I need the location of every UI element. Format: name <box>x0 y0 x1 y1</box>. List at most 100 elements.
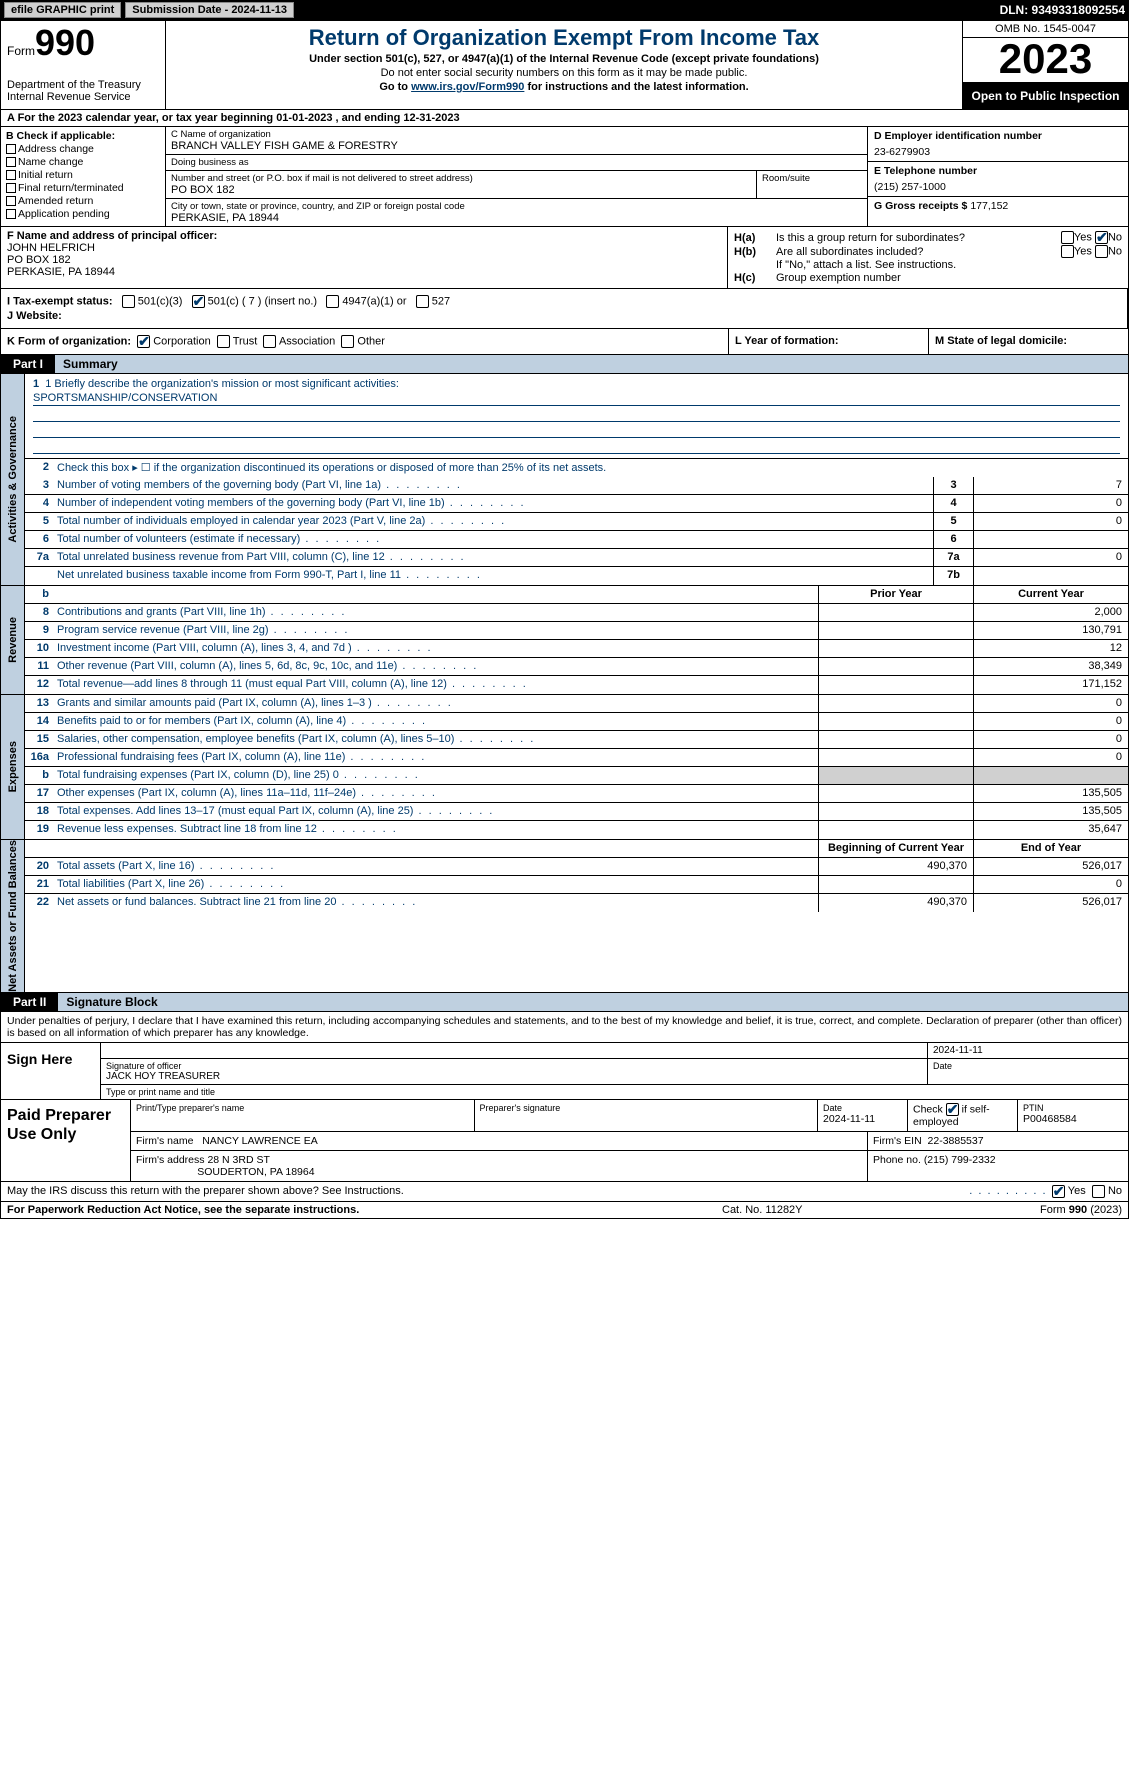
data-line: 16aProfessional fundraising fees (Part I… <box>25 749 1128 767</box>
form-of-org: K Form of organization: Corporation Trus… <box>7 335 728 348</box>
hb-no[interactable] <box>1095 245 1108 258</box>
irs-link[interactable]: www.irs.gov/Form990 <box>411 81 524 93</box>
chk-corp[interactable] <box>137 335 150 348</box>
form-label: Form <box>7 44 35 58</box>
tax-year: 2023 <box>963 38 1128 83</box>
submission-button[interactable]: Submission Date - 2024-11-13 <box>125 2 294 18</box>
part1-title: Summary <box>55 355 1128 373</box>
hc-label: H(c) <box>734 272 776 284</box>
hb-label: H(b) <box>734 246 776 258</box>
cat-no: Cat. No. 11282Y <box>722 1204 922 1216</box>
current-year-hdr: Current Year <box>973 586 1128 603</box>
may-irs-discuss: May the IRS discuss this return with the… <box>0 1182 1129 1202</box>
row-a-tax-year: A For the 2023 calendar year, or tax yea… <box>0 110 1129 127</box>
na-header-row: Beginning of Current Year End of Year <box>25 840 1128 858</box>
paid-preparer: Paid Preparer Use Only Print/Type prepar… <box>1 1099 1128 1181</box>
header-left: Form990 Department of the Treasury Inter… <box>1 21 166 109</box>
sig-date: 2024-11-11 <box>928 1043 1128 1058</box>
page-footer: For Paperwork Reduction Act Notice, see … <box>0 1202 1129 1219</box>
part2-tab: Part II <box>1 993 58 1011</box>
col-h-group: H(a) Is this a group return for subordin… <box>728 227 1128 288</box>
ha-label: H(a) <box>734 232 776 244</box>
sig-date-label: Date <box>928 1059 1128 1084</box>
data-line: 12Total revenue—add lines 8 through 11 (… <box>25 676 1128 694</box>
sign-here-label: Sign Here <box>1 1043 101 1099</box>
data-line: 19Revenue less expenses. Subtract line 1… <box>25 821 1128 839</box>
gov-line: 3Number of voting members of the governi… <box>25 477 1128 495</box>
may-irs-no[interactable] <box>1092 1185 1105 1198</box>
chk-trust[interactable] <box>217 335 230 348</box>
ha-text: Is this a group return for subordinates? <box>776 232 1061 244</box>
sig-declaration: Under penalties of perjury, I declare th… <box>1 1012 1128 1043</box>
prior-year-hdr: Prior Year <box>818 586 973 603</box>
hb-note: If "No," attach a list. See instructions… <box>776 259 1122 271</box>
data-line: 13Grants and similar amounts paid (Part … <box>25 695 1128 713</box>
data-line: 22Net assets or fund balances. Subtract … <box>25 894 1128 912</box>
header-right: OMB No. 1545-0047 2023 Open to Public In… <box>963 21 1128 109</box>
chk-527[interactable] <box>416 295 429 308</box>
col-d-ids: D Employer identification number 23-6279… <box>868 127 1128 226</box>
chk-self-employed[interactable] <box>946 1103 959 1116</box>
addr-label: Number and street (or P.O. box if mail i… <box>171 173 751 184</box>
data-line: 10Investment income (Part VIII, column (… <box>25 640 1128 658</box>
data-line: 20Total assets (Part X, line 16)490,3705… <box>25 858 1128 876</box>
data-line: 8Contributions and grants (Part VIII, li… <box>25 604 1128 622</box>
ein-value: 23-6279903 <box>874 146 1122 158</box>
org-name: BRANCH VALLEY FISH GAME & FORESTRY <box>171 140 862 152</box>
gov-section: Activities & Governance 1 1 Briefly desc… <box>0 374 1129 586</box>
hb-yes[interactable] <box>1061 245 1074 258</box>
type-name-label: Type or print name and title <box>101 1085 1128 1099</box>
ha-yes[interactable] <box>1061 231 1074 244</box>
chk-501c3[interactable] <box>122 295 135 308</box>
dba-label: Doing business as <box>171 157 862 168</box>
gov-line: 7aTotal unrelated business revenue from … <box>25 549 1128 567</box>
gov-line: 2Check this box ▸ ☐ if the organization … <box>25 459 1128 477</box>
may-irs-yes[interactable] <box>1052 1185 1065 1198</box>
org-name-label: C Name of organization <box>171 129 862 140</box>
chk-501c[interactable] <box>192 295 205 308</box>
chk-final-return[interactable] <box>6 183 16 193</box>
data-line: 17Other expenses (Part IX, column (A), l… <box>25 785 1128 803</box>
na-vtab: Net Assets or Fund Balances <box>1 840 25 992</box>
tax-exempt-status: I Tax-exempt status: 501(c)(3) 501(c) ( … <box>7 295 1121 308</box>
mission-block: 1 1 Briefly describe the organization's … <box>25 374 1128 459</box>
ha-no[interactable] <box>1095 231 1108 244</box>
subtitle-1: Under section 501(c), 527, or 4947(a)(1)… <box>172 53 956 65</box>
officer-signature: JACK HOY TREASURER <box>106 1071 922 1082</box>
chk-initial-return[interactable] <box>6 170 16 180</box>
section-fh: F Name and address of principal officer:… <box>0 227 1129 289</box>
data-line: 15Salaries, other compensation, employee… <box>25 731 1128 749</box>
tel-label: E Telephone number <box>874 165 1122 177</box>
gross-label: G Gross receipts $ <box>874 200 967 212</box>
efile-button[interactable]: efile GRAPHIC print <box>4 2 121 18</box>
data-line: 18Total expenses. Add lines 13–17 (must … <box>25 803 1128 821</box>
chk-4947[interactable] <box>326 295 339 308</box>
chk-app-pending[interactable] <box>6 209 16 219</box>
exp-vtab: Expenses <box>1 695 25 839</box>
paperwork-notice: For Paperwork Reduction Act Notice, see … <box>7 1204 722 1216</box>
chk-name-change[interactable] <box>6 157 16 167</box>
subtitle-2: Do not enter social security numbers on … <box>172 67 956 79</box>
chk-assoc[interactable] <box>263 335 276 348</box>
chk-other[interactable] <box>341 335 354 348</box>
col-b-checkboxes: B Check if applicable: Address change Na… <box>1 127 166 226</box>
room-label: Room/suite <box>762 173 862 184</box>
form-ref: Form 990 (2023) <box>922 1204 1122 1216</box>
chk-address-change[interactable] <box>6 144 16 154</box>
open-inspection: Open to Public Inspection <box>963 83 1128 109</box>
city-value: PERKASIE, PA 18944 <box>171 212 862 224</box>
city-label: City or town, state or province, country… <box>171 201 862 212</box>
section-bcd: B Check if applicable: Address change Na… <box>0 127 1129 227</box>
officer-label: F Name and address of principal officer: <box>7 230 721 242</box>
ein-label: D Employer identification number <box>874 130 1122 142</box>
begin-year-hdr: Beginning of Current Year <box>818 840 973 857</box>
col-c-org-info: C Name of organization BRANCH VALLEY FIS… <box>166 127 868 226</box>
chk-amended[interactable] <box>6 196 16 206</box>
form-header: Form990 Department of the Treasury Inter… <box>0 20 1129 110</box>
gross-value: 177,152 <box>970 200 1008 212</box>
year-formation: L Year of formation: <box>728 329 928 354</box>
website-row: J Website: <box>7 310 1121 322</box>
row-k: K Form of organization: Corporation Trus… <box>0 329 1129 355</box>
col-f-officer: F Name and address of principal officer:… <box>1 227 728 288</box>
dept-text: Department of the Treasury Internal Reve… <box>7 79 159 103</box>
